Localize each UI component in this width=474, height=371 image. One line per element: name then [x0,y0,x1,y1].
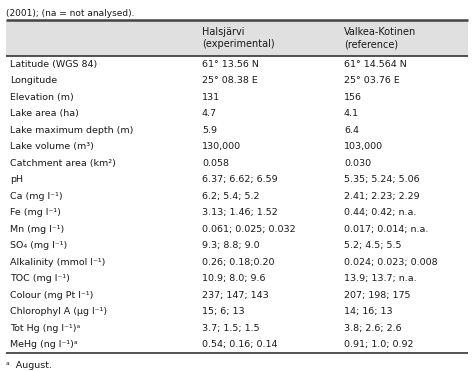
Text: 0.058: 0.058 [202,159,229,168]
Text: 6.4: 6.4 [344,126,359,135]
Bar [6,20,468,56]
Text: Ca (mg l⁻¹): Ca (mg l⁻¹) [10,192,63,201]
Text: 0.26; 0.18;0.20: 0.26; 0.18;0.20 [202,258,274,267]
Text: 10.9; 8.0; 9.6: 10.9; 8.0; 9.6 [202,274,265,283]
Text: 131: 131 [202,93,220,102]
Text: Elevation (m): Elevation (m) [10,93,74,102]
Text: Latitude (WGS 84): Latitude (WGS 84) [10,60,97,69]
Text: 13.9; 13.7; n.a.: 13.9; 13.7; n.a. [344,274,417,283]
Text: ᵃ  August.: ᵃ August. [6,361,52,370]
Text: 0.017; 0.014; n.a.: 0.017; 0.014; n.a. [344,225,428,234]
Text: Valkea-Kotinen
(reference): Valkea-Kotinen (reference) [344,27,416,49]
Text: Catchment area (km²): Catchment area (km²) [10,159,116,168]
Text: 3.13; 1.46; 1.52: 3.13; 1.46; 1.52 [202,208,278,217]
Text: 0.030: 0.030 [344,159,371,168]
Text: Longitude: Longitude [10,76,57,85]
Text: 6.37; 6.62; 6.59: 6.37; 6.62; 6.59 [202,175,278,184]
Text: 5.9: 5.9 [202,126,217,135]
Text: 0.061; 0.025; 0.032: 0.061; 0.025; 0.032 [202,225,296,234]
Text: 237; 147; 143: 237; 147; 143 [202,291,269,300]
Text: MeHg (ng l⁻¹)ᵃ: MeHg (ng l⁻¹)ᵃ [10,340,78,349]
Text: pH: pH [10,175,23,184]
Text: 61° 14.564 N: 61° 14.564 N [344,60,407,69]
Text: Tot Hg (ng l⁻¹)ᵃ: Tot Hg (ng l⁻¹)ᵃ [10,324,80,333]
Text: 0.44; 0.42; n.a.: 0.44; 0.42; n.a. [344,208,416,217]
Text: 14; 16; 13: 14; 16; 13 [344,307,392,316]
Text: 9.3; 8.8; 9.0: 9.3; 8.8; 9.0 [202,241,260,250]
Text: 15; 6; 13: 15; 6; 13 [202,307,245,316]
Text: 207; 198; 175: 207; 198; 175 [344,291,410,300]
Text: 0.54; 0.16; 0.14: 0.54; 0.16; 0.14 [202,340,277,349]
Text: 103,000: 103,000 [344,142,383,151]
Text: Halsjärvi
(experimental): Halsjärvi (experimental) [202,27,274,49]
Text: SO₄ (mg l⁻¹): SO₄ (mg l⁻¹) [10,241,67,250]
Text: 156: 156 [344,93,362,102]
Text: 25° 03.76 E: 25° 03.76 E [344,76,400,85]
Text: 3.7; 1.5; 1.5: 3.7; 1.5; 1.5 [202,324,260,333]
Text: Lake area (ha): Lake area (ha) [10,109,79,118]
Text: Fe (mg l⁻¹): Fe (mg l⁻¹) [10,208,61,217]
Text: 0.91; 1.0; 0.92: 0.91; 1.0; 0.92 [344,340,413,349]
Text: 25° 08.38 E: 25° 08.38 E [202,76,258,85]
Text: 5.35; 5.24; 5.06: 5.35; 5.24; 5.06 [344,175,419,184]
Text: Lake volume (m³): Lake volume (m³) [10,142,94,151]
Text: Lake maximum depth (m): Lake maximum depth (m) [10,126,133,135]
Text: TOC (mg l⁻¹): TOC (mg l⁻¹) [10,274,70,283]
Text: Colour (mg Pt l⁻¹): Colour (mg Pt l⁻¹) [10,291,93,300]
Text: 3.8; 2.6; 2.6: 3.8; 2.6; 2.6 [344,324,401,333]
Text: Alkalinity (mmol l⁻¹): Alkalinity (mmol l⁻¹) [10,258,105,267]
Text: 4.7: 4.7 [202,109,217,118]
Text: Chlorophyl A (µg l⁻¹): Chlorophyl A (µg l⁻¹) [10,307,107,316]
Text: (2001); (na = not analysed).: (2001); (na = not analysed). [6,10,135,19]
Text: 2.41; 2.23; 2.29: 2.41; 2.23; 2.29 [344,192,419,201]
Text: 5.2; 4.5; 5.5: 5.2; 4.5; 5.5 [344,241,401,250]
Text: 4.1: 4.1 [344,109,359,118]
Text: 61° 13.56 N: 61° 13.56 N [202,60,259,69]
Text: 0.024; 0.023; 0.008: 0.024; 0.023; 0.008 [344,258,438,267]
Text: Mn (mg l⁻¹): Mn (mg l⁻¹) [10,225,64,234]
Text: 130,000: 130,000 [202,142,241,151]
Text: 6.2; 5.4; 5.2: 6.2; 5.4; 5.2 [202,192,259,201]
